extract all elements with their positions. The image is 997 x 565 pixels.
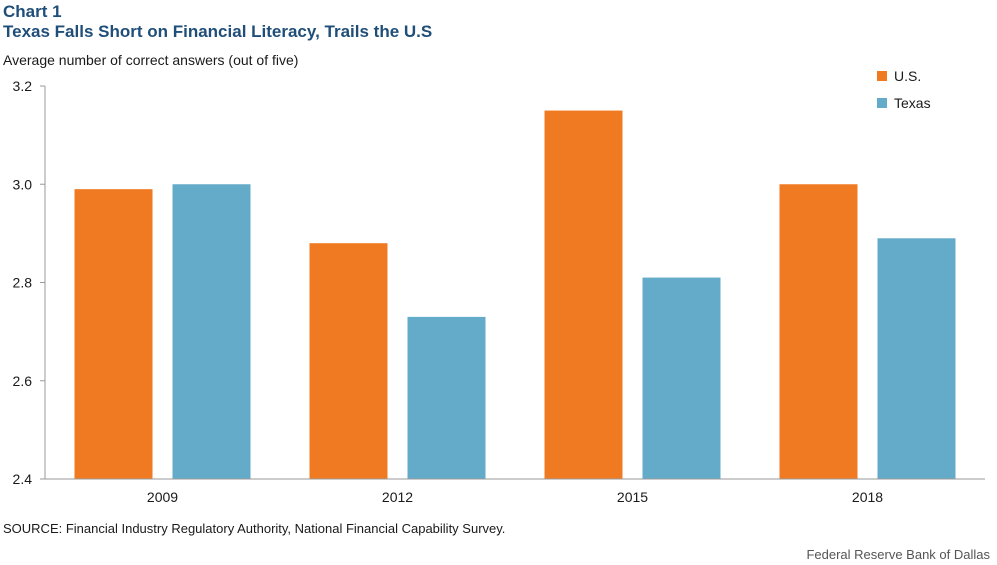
- legend: U.S. Texas: [877, 62, 931, 116]
- x-tick-label-2012: 2012: [382, 489, 413, 505]
- y-axis-label: Average number of correct answers (out o…: [3, 52, 299, 68]
- legend-label-texas: Texas: [894, 94, 931, 111]
- bar-texas-2015: [642, 277, 721, 479]
- legend-label-us: U.S.: [894, 67, 922, 84]
- y-tick-label-3.0: 3.0: [13, 176, 33, 192]
- y-tick-label-2.8: 2.8: [13, 275, 33, 291]
- x-tick-label-2018: 2018: [852, 489, 883, 505]
- legend-swatch-texas: [877, 97, 887, 108]
- bar-us-2009: [74, 189, 153, 479]
- source-note: SOURCE: Financial Industry Regulatory Au…: [3, 521, 506, 536]
- bar-texas-2018: [877, 238, 956, 479]
- chart-title: Texas Falls Short on Financial Literacy,…: [3, 22, 433, 41]
- bar-us-2015: [544, 110, 623, 479]
- legend-swatch-us: [877, 70, 887, 81]
- bar-chart: 2009 2012 2015 2018 2.4 2.6 2.8 3.0 3.2: [13, 78, 985, 505]
- bar-texas-2012: [407, 316, 486, 479]
- x-tick-label-2015: 2015: [617, 489, 648, 505]
- bar-us-2018: [779, 184, 858, 479]
- y-tick-label-3.2: 3.2: [13, 78, 33, 94]
- y-tick-label-2.4: 2.4: [13, 471, 33, 487]
- bar-us-2012: [309, 243, 388, 479]
- chart-label: Chart 1: [3, 2, 62, 21]
- x-tick-label-2009: 2009: [147, 489, 178, 505]
- legend-item-texas: Texas: [877, 89, 931, 116]
- legend-item-us: U.S.: [877, 62, 931, 89]
- y-tick-label-2.6: 2.6: [13, 373, 33, 389]
- credit-line: Federal Reserve Bank of Dallas: [806, 547, 990, 562]
- bar-texas-2009: [172, 184, 251, 479]
